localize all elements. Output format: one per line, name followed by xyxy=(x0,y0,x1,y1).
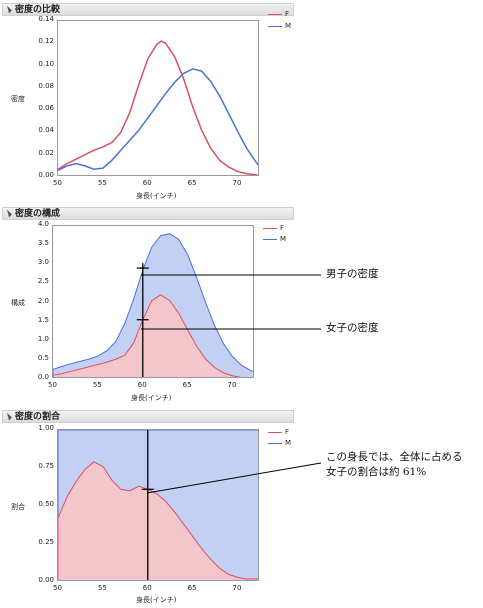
y-tick-label: 0.10 xyxy=(38,59,54,68)
density-ratio-plot[interactable] xyxy=(57,429,259,581)
annotation-ratio-line-1: この身長では、全体に占める xyxy=(326,451,463,463)
x-tick-label: 65 xyxy=(187,584,197,592)
y-tick-label: 0.02 xyxy=(38,148,54,157)
x-tick-label: 60 xyxy=(142,179,152,187)
y-tick-label: 0.50 xyxy=(38,500,54,508)
x-tick-label: 50 xyxy=(53,584,62,592)
y-axis-label: 割合 xyxy=(11,503,25,511)
legend-label-f: F xyxy=(285,428,290,436)
y-tick-label: 1.0 xyxy=(37,334,49,343)
series-line-m xyxy=(58,68,258,171)
section-title: 密度の割合 xyxy=(15,412,61,422)
legend-label-m: M xyxy=(285,439,292,447)
plot-area xyxy=(58,40,258,175)
legend-label-f: F xyxy=(280,224,285,232)
x-tick-label: 70 xyxy=(227,381,237,389)
leader-line-ratio xyxy=(146,462,322,494)
x-axis-label: 身長(インチ) xyxy=(131,394,172,402)
x-tick-label: 55 xyxy=(97,584,107,592)
y-tick-label: 2.5 xyxy=(37,277,49,286)
y-axis-label: 密度 xyxy=(11,95,25,103)
section-title: 密度の比較 xyxy=(15,5,61,15)
y-tick-label: 2.0 xyxy=(37,296,49,305)
x-tick-label: 60 xyxy=(137,381,147,389)
x-tick-label: 50 xyxy=(48,381,57,389)
y-tick-label: 0.00 xyxy=(38,576,54,584)
series-area-f xyxy=(58,461,258,580)
y-tick-label: 0.12 xyxy=(38,37,54,46)
series-area-f xyxy=(53,294,242,377)
y-tick-label: 0.00 xyxy=(38,171,54,179)
legend-line-m xyxy=(268,26,282,27)
x-axis-label: 身長(インチ) xyxy=(136,192,177,200)
y-tick-label: 0.06 xyxy=(38,104,54,113)
y-tick-label: 1.5 xyxy=(37,315,49,324)
section-header-density-composition[interactable]: 密度の構成 xyxy=(2,207,294,220)
x-axis-label: 身長(インチ) xyxy=(136,596,177,604)
legend-line-m xyxy=(263,239,277,240)
y-tick-label: 0.04 xyxy=(38,126,54,135)
legend-line-m xyxy=(268,443,282,444)
y-axis-label: 構成 xyxy=(11,299,25,307)
x-tick-label: 55 xyxy=(92,381,102,389)
series-line-f xyxy=(58,40,258,175)
x-tick-label: 50 xyxy=(53,179,62,187)
x-tick-label: 55 xyxy=(97,179,107,187)
y-tick-label: 0.25 xyxy=(38,538,54,546)
x-tick-label: 70 xyxy=(232,179,242,187)
legend-line-f xyxy=(263,228,277,229)
annotation-ratio-line-2: 女子の割合は約 61% xyxy=(326,466,427,478)
y-tick-label: 0.0 xyxy=(37,373,49,381)
x-tick-label: 70 xyxy=(232,584,242,592)
legend-line-f xyxy=(268,432,282,433)
density-comparison-plot[interactable] xyxy=(57,20,259,176)
plot-area xyxy=(58,430,258,580)
y-tick-label: 0.08 xyxy=(38,81,54,90)
annotation-male-density: 男子の密度 xyxy=(326,268,379,280)
legend-label-m: M xyxy=(280,235,287,243)
legend-label-m: M xyxy=(285,22,292,30)
plot-area xyxy=(53,233,253,377)
legend-label-f: F xyxy=(285,10,290,18)
y-tick-label: 0.14 xyxy=(38,15,54,23)
section-header-density-comparison[interactable]: 密度の比較 xyxy=(2,3,294,16)
y-tick-label: 0.75 xyxy=(38,462,54,470)
density-composition-plot[interactable] xyxy=(52,225,254,378)
section-title: 密度の構成 xyxy=(15,209,61,219)
annotation-female-density: 女子の密度 xyxy=(326,322,379,334)
x-tick-label: 65 xyxy=(187,179,197,187)
y-tick-label: 1.00 xyxy=(38,424,54,432)
y-tick-label: 3.5 xyxy=(37,239,49,248)
y-tick-label: 0.5 xyxy=(37,353,49,362)
x-tick-label: 65 xyxy=(182,381,192,389)
y-tick-label: 3.0 xyxy=(37,258,49,267)
x-tick-label: 60 xyxy=(142,584,152,592)
section-header-density-ratio[interactable]: 密度の割合 xyxy=(2,410,294,423)
legend-line-f xyxy=(268,14,282,15)
y-tick-label: 4.0 xyxy=(37,220,49,228)
